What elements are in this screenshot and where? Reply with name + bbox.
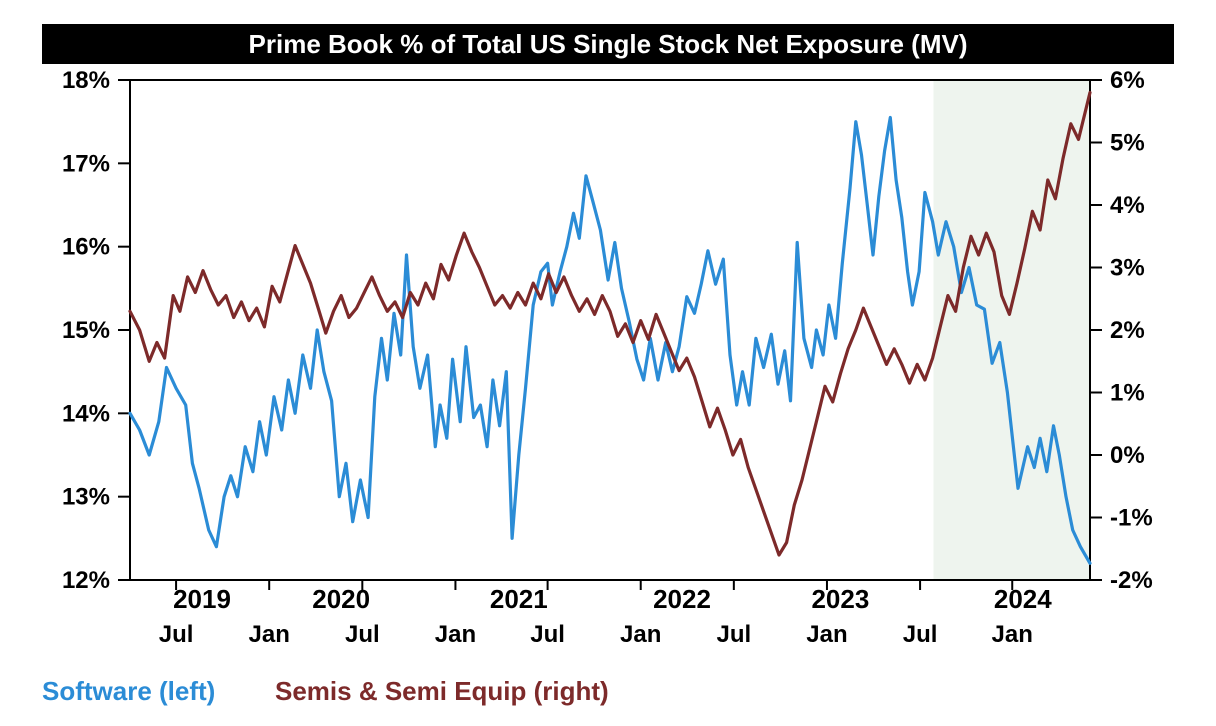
left-axis-label: 14% xyxy=(62,400,110,427)
x-axis-year-label: 2022 xyxy=(653,584,711,614)
x-axis-year-label: 2024 xyxy=(994,584,1052,614)
x-axis-year-label: 2020 xyxy=(312,584,370,614)
left-axis-label: 18% xyxy=(62,67,110,94)
right-axis-label: -1% xyxy=(1110,505,1153,532)
chart-container: Prime Book % of Total US Single Stock Ne… xyxy=(0,0,1216,726)
x-axis-month-label: Jan xyxy=(249,621,290,648)
right-axis-label: 3% xyxy=(1110,255,1145,282)
right-axis-label: 4% xyxy=(1110,192,1145,219)
right-axis-label: 5% xyxy=(1110,130,1145,157)
x-axis-month-label: Jul xyxy=(530,621,565,648)
x-axis-year-label: 2019 xyxy=(173,584,231,614)
x-axis-month-label: Jan xyxy=(620,621,661,648)
x-axis-month-label: Jul xyxy=(159,621,194,648)
left-axis-label: 17% xyxy=(62,150,110,177)
left-axis-label: 13% xyxy=(62,484,110,511)
x-axis-month-label: Jan xyxy=(806,621,847,648)
x-axis-year-label: 2021 xyxy=(490,584,548,614)
left-axis-label: 15% xyxy=(62,317,110,344)
x-axis-year-label: 2023 xyxy=(811,584,869,614)
right-axis-label: 0% xyxy=(1110,442,1145,469)
right-axis-label: 2% xyxy=(1110,317,1145,344)
chart-title-bar: Prime Book % of Total US Single Stock Ne… xyxy=(42,24,1174,64)
left-axis-label: 16% xyxy=(62,234,110,261)
right-axis-label: 1% xyxy=(1110,380,1145,407)
x-axis-month-label: Jan xyxy=(992,621,1033,648)
left-axis-label: 12% xyxy=(62,567,110,594)
right-axis-label: -2% xyxy=(1110,567,1153,594)
legend-software: Software (left) xyxy=(42,676,215,706)
chart-svg: 18% 17% 16% 15% 14% 13% 12% 6% 5% 4% 3% 2% 1% 0% -1% -2… xyxy=(0,0,1216,726)
right-axis-label: 6% xyxy=(1110,67,1145,94)
x-axis-month-label: Jul xyxy=(903,621,938,648)
x-axis-month-label: Jan xyxy=(435,621,476,648)
x-axis-month-label: Jul xyxy=(716,621,751,648)
legend-semis: Semis & Semi Equip (right) xyxy=(275,676,609,706)
x-axis-month-label: Jul xyxy=(345,621,380,648)
